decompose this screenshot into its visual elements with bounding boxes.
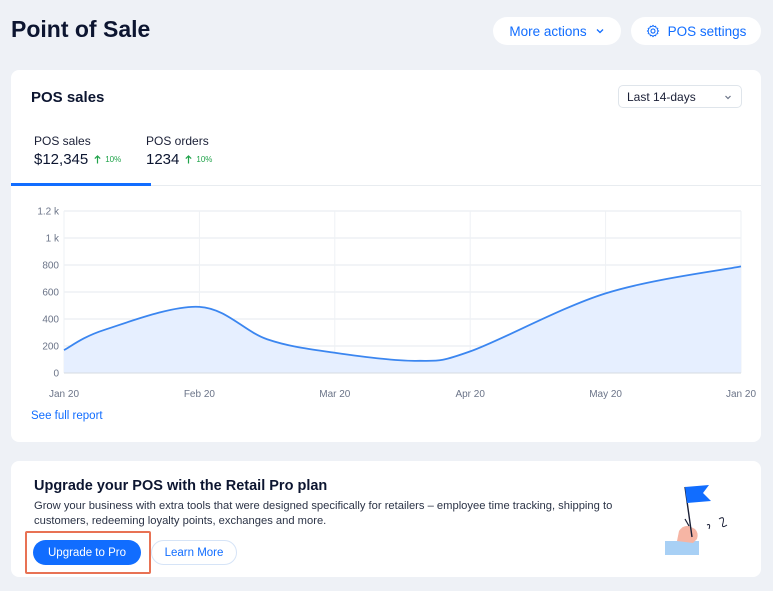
trend-value: 10% — [196, 155, 213, 164]
tab-pos-sales[interactable]: POS sales $12,345 10% — [11, 128, 151, 186]
upgrade-card: Upgrade your POS with the Retail Pro pla… — [11, 461, 761, 577]
x-tick-label: Mar 20 — [319, 389, 351, 400]
tab-value: $12,345 — [34, 151, 89, 168]
tab-value: 1234 — [146, 151, 180, 168]
y-tick-label: 1.2 k — [37, 207, 60, 218]
series-area — [64, 266, 741, 373]
x-tick-label: Jan 20 — [49, 389, 79, 400]
arrow-up-icon — [185, 155, 192, 164]
x-tick-label: Feb 20 — [184, 389, 216, 400]
highlight-box — [25, 531, 151, 574]
tab-label: POS orders — [146, 134, 209, 148]
learn-more-button[interactable]: Learn More — [151, 540, 237, 565]
x-tick-label: Apr 20 — [455, 389, 485, 400]
upgrade-description: Grow your business with extra tools that… — [34, 500, 613, 527]
pos-sales-card: POS sales Last 14-days POS sales $12,345… — [11, 70, 761, 442]
upgrade-title: Upgrade your POS with the Retail Pro pla… — [34, 478, 328, 494]
date-range-select[interactable]: Last 14-days — [618, 85, 742, 108]
pos-sales-title: POS sales — [31, 89, 105, 106]
trend-badge: 10% — [94, 155, 121, 164]
y-tick-label: 1 k — [46, 234, 60, 245]
upgrade-to-pro-button[interactable]: Upgrade to Pro — [33, 540, 141, 565]
pos-settings-button[interactable]: POS settings — [631, 17, 761, 45]
chevron-down-icon — [596, 29, 604, 34]
arrow-up-icon — [94, 155, 101, 164]
metric-tabs: POS sales $12,345 10% POS orders 1234 — [11, 128, 761, 186]
y-tick-label: 400 — [42, 315, 59, 326]
pos-settings-label: POS settings — [667, 23, 747, 39]
y-tick-label: 600 — [42, 288, 59, 299]
tab-label: POS sales — [34, 134, 91, 148]
flag-hand-illustration — [665, 485, 728, 555]
y-tick-label: 0 — [53, 369, 59, 380]
date-range-value: Last 14-days — [627, 89, 696, 104]
chevron-down-icon — [725, 95, 731, 99]
gear-icon — [646, 24, 659, 38]
x-tick-label: May 20 — [589, 389, 622, 400]
x-tick-label: Jan 20 — [726, 389, 756, 400]
page-title: Point of Sale — [11, 16, 151, 42]
sales-chart: 0 200 400 600 800 1 k 1.2 k Jan 20 Feb 20 Mar 20 A… — [37, 207, 756, 401]
y-tick-label: 200 — [42, 342, 59, 353]
trend-badge: 10% — [185, 155, 212, 164]
more-actions-label: More actions — [509, 23, 587, 39]
series-line — [63, 265, 742, 362]
tab-pos-orders[interactable]: POS orders 1234 10% — [122, 128, 262, 186]
y-tick-label: 800 — [42, 261, 59, 272]
trend-value: 10% — [105, 155, 122, 164]
more-actions-button[interactable]: More actions — [493, 17, 621, 45]
see-full-report-link[interactable]: See full report — [31, 410, 103, 422]
